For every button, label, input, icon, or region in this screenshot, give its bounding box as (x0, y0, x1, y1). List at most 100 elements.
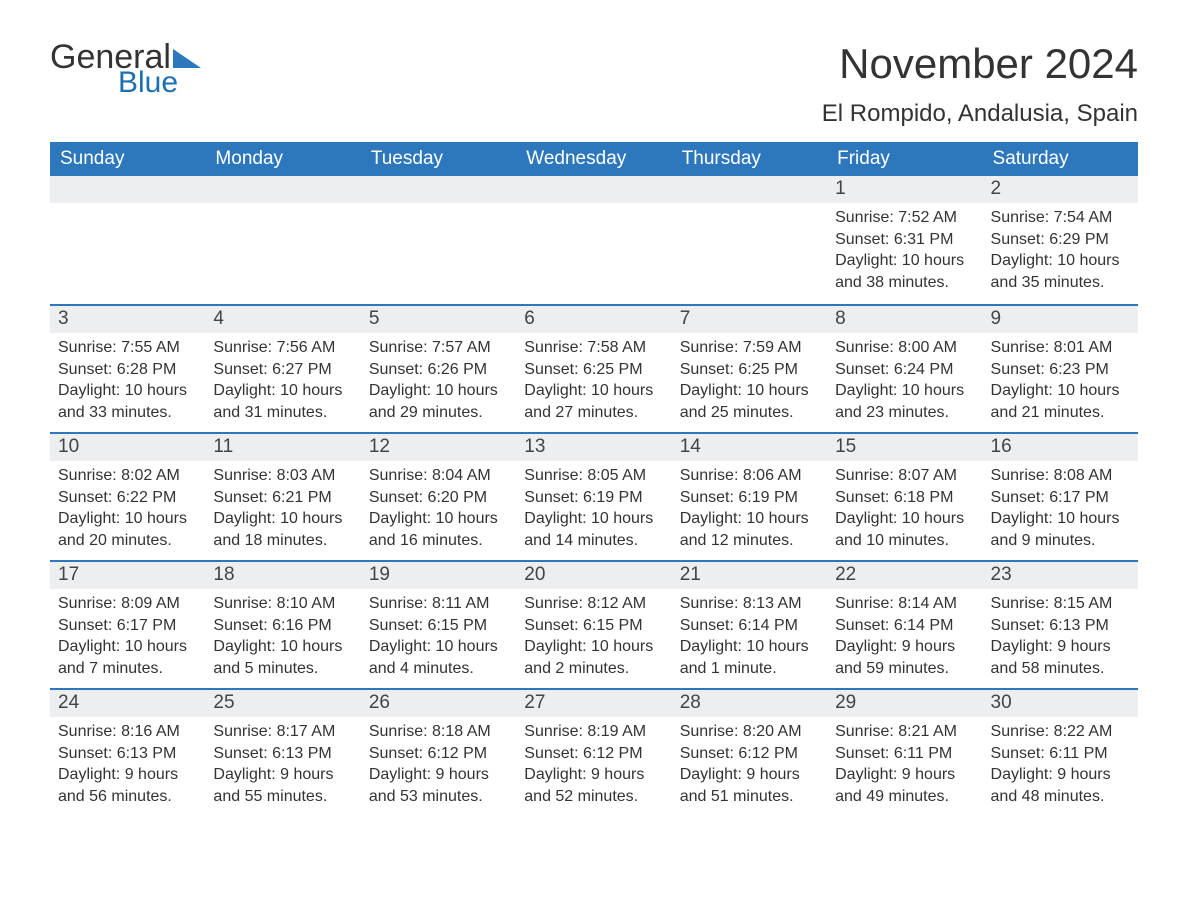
sunrise-line: Sunrise: 8:16 AM (58, 721, 197, 743)
day-number: 30 (983, 690, 1138, 717)
daylight-line: Daylight: 10 hours and 16 minutes. (369, 508, 508, 551)
day-number: 19 (361, 562, 516, 589)
day-cell: 16Sunrise: 8:08 AMSunset: 6:17 PMDayligh… (983, 434, 1138, 560)
sunset-line: Sunset: 6:12 PM (680, 743, 819, 765)
day-number: 24 (50, 690, 205, 717)
day-body: Sunrise: 7:52 AMSunset: 6:31 PMDaylight:… (827, 203, 982, 301)
sunset-line: Sunset: 6:12 PM (524, 743, 663, 765)
day-body: Sunrise: 8:13 AMSunset: 6:14 PMDaylight:… (672, 589, 827, 687)
sunrise-line: Sunrise: 8:03 AM (213, 465, 352, 487)
sunrise-line: Sunrise: 8:13 AM (680, 593, 819, 615)
day-body: Sunrise: 8:11 AMSunset: 6:15 PMDaylight:… (361, 589, 516, 687)
day-number: 13 (516, 434, 671, 461)
daylight-line: Daylight: 10 hours and 7 minutes. (58, 636, 197, 679)
day-cell: 24 Sunrise: 8:16 AMSunset: 6:13 PMDayligh… (50, 690, 205, 816)
sunset-line: Sunset: 6:23 PM (991, 359, 1130, 381)
day-number-empty (361, 176, 516, 203)
sunset-line: Sunset: 6:25 PM (524, 359, 663, 381)
day-cell: 9Sunrise: 8:01 AMSunset: 6:23 PMDaylight… (983, 306, 1138, 432)
day-cell: 18Sunrise: 8:10 AMSunset: 6:16 PMDayligh… (205, 562, 360, 688)
day-cell: 10Sunrise: 8:02 AMSunset: 6:22 PMDayligh… (50, 434, 205, 560)
sunrise-line: Sunrise: 8:20 AM (680, 721, 819, 743)
day-number: 5 (361, 306, 516, 333)
sunset-line: Sunset: 6:16 PM (213, 615, 352, 637)
day-number: 10 (50, 434, 205, 461)
sunset-line: Sunset: 6:21 PM (213, 487, 352, 509)
day-number: 6 (516, 306, 671, 333)
calendar: SundayMondayTuesdayWednesdayThursdayFrid… (50, 142, 1138, 816)
day-body: Sunrise: 8:19 AMSunset: 6:12 PMDaylight:… (516, 717, 671, 815)
sunrise-line: Sunrise: 8:01 AM (991, 337, 1130, 359)
sunrise-line: Sunrise: 8:11 AM (369, 593, 508, 615)
day-cell: 27Sunrise: 8:19 AMSunset: 6:12 PMDayligh… (516, 690, 671, 816)
weekday-header: Thursday (672, 142, 827, 176)
sunrise-line: Sunrise: 8:08 AM (991, 465, 1130, 487)
day-body: Sunrise: 7:57 AMSunset: 6:26 PMDaylight:… (361, 333, 516, 431)
sunset-line: Sunset: 6:13 PM (58, 743, 197, 765)
day-cell: 29Sunrise: 8:21 AMSunset: 6:11 PMDayligh… (827, 690, 982, 816)
sunset-line: Sunset: 6:24 PM (835, 359, 974, 381)
daylight-line: Daylight: 10 hours and 9 minutes. (991, 508, 1130, 551)
week-row: 10Sunrise: 8:02 AMSunset: 6:22 PMDayligh… (50, 432, 1138, 560)
daylight-line: Daylight: 9 hours and 53 minutes. (369, 764, 508, 807)
week-row: 17Sunrise: 8:09 AMSunset: 6:17 PMDayligh… (50, 560, 1138, 688)
day-cell: 3Sunrise: 7:55 AMSunset: 6:28 PMDaylight… (50, 306, 205, 432)
daylight-line: Daylight: 9 hours and 59 minutes. (835, 636, 974, 679)
day-number: 17 (50, 562, 205, 589)
weekday-header: Wednesday (516, 142, 671, 176)
daylight-line: Daylight: 9 hours and 56 minutes. (58, 764, 197, 807)
sunrise-line: Sunrise: 8:14 AM (835, 593, 974, 615)
day-number: 25 (205, 690, 360, 717)
week-row: 1Sunrise: 7:52 AMSunset: 6:31 PMDaylight… (50, 176, 1138, 304)
sunset-line: Sunset: 6:19 PM (680, 487, 819, 509)
daylight-line: Daylight: 9 hours and 55 minutes. (213, 764, 352, 807)
sunrise-line: Sunrise: 7:56 AM (213, 337, 352, 359)
day-number: 15 (827, 434, 982, 461)
day-cell: 28Sunrise: 8:20 AMSunset: 6:12 PMDayligh… (672, 690, 827, 816)
day-body: Sunrise: 8:15 AMSunset: 6:13 PMDaylight:… (983, 589, 1138, 687)
day-body: Sunrise: 8:06 AMSunset: 6:19 PMDaylight:… (672, 461, 827, 559)
weekday-header: Tuesday (361, 142, 516, 176)
day-cell: 13Sunrise: 8:05 AMSunset: 6:19 PMDayligh… (516, 434, 671, 560)
sunset-line: Sunset: 6:31 PM (835, 229, 974, 251)
title-block: November 2024 El Rompido, Andalusia, Spa… (822, 40, 1138, 128)
day-cell: 7Sunrise: 7:59 AMSunset: 6:25 PMDaylight… (672, 306, 827, 432)
day-body: Sunrise: 7:56 AMSunset: 6:27 PMDaylight:… (205, 333, 360, 431)
day-body: Sunrise: 7:54 AMSunset: 6:29 PMDaylight:… (983, 203, 1138, 301)
daylight-line: Daylight: 10 hours and 27 minutes. (524, 380, 663, 423)
sunrise-line: Sunrise: 7:55 AM (58, 337, 197, 359)
day-cell: 22Sunrise: 8:14 AMSunset: 6:14 PMDayligh… (827, 562, 982, 688)
daylight-line: Daylight: 10 hours and 25 minutes. (680, 380, 819, 423)
daylight-line: Daylight: 10 hours and 29 minutes. (369, 380, 508, 423)
sunrise-line: Sunrise: 7:54 AM (991, 207, 1130, 229)
day-cell: 30Sunrise: 8:22 AMSunset: 6:11 PMDayligh… (983, 690, 1138, 816)
day-body: Sunrise: 8:00 AMSunset: 6:24 PMDaylight:… (827, 333, 982, 431)
daylight-line: Daylight: 10 hours and 38 minutes. (835, 250, 974, 293)
weekday-header: Sunday (50, 142, 205, 176)
sunset-line: Sunset: 6:26 PM (369, 359, 508, 381)
day-body: Sunrise: 8:20 AMSunset: 6:12 PMDaylight:… (672, 717, 827, 815)
daylight-line: Daylight: 9 hours and 48 minutes. (991, 764, 1130, 807)
logo: General Blue (50, 40, 211, 98)
sunset-line: Sunset: 6:15 PM (524, 615, 663, 637)
day-body: Sunrise: 8:17 AMSunset: 6:13 PMDaylight:… (205, 717, 360, 815)
day-number: 9 (983, 306, 1138, 333)
day-body: Sunrise: 8:01 AMSunset: 6:23 PMDaylight:… (983, 333, 1138, 431)
day-body: Sunrise: 8:02 AMSunset: 6:22 PMDaylight:… (50, 461, 205, 559)
day-body: Sunrise: 8:08 AMSunset: 6:17 PMDaylight:… (983, 461, 1138, 559)
month-title: November 2024 (822, 40, 1138, 88)
day-cell: 8Sunrise: 8:00 AMSunset: 6:24 PMDaylight… (827, 306, 982, 432)
daylight-line: Daylight: 10 hours and 4 minutes. (369, 636, 508, 679)
day-number: 20 (516, 562, 671, 589)
daylight-line: Daylight: 9 hours and 49 minutes. (835, 764, 974, 807)
day-cell: 26Sunrise: 8:18 AMSunset: 6:12 PMDayligh… (361, 690, 516, 816)
day-number-empty (516, 176, 671, 203)
week-row: 24Sunrise: 8:16 AMSunset: 6:13 PMDayligh… (50, 688, 1138, 816)
sunrise-line: Sunrise: 8:04 AM (369, 465, 508, 487)
day-cell: 19Sunrise: 8:11 AMSunset: 6:15 PMDayligh… (361, 562, 516, 688)
sunrise-line: Sunrise: 8:15 AM (991, 593, 1130, 615)
logo-line2: Blue (118, 68, 211, 98)
sunset-line: Sunset: 6:13 PM (213, 743, 352, 765)
sunrise-line: Sunrise: 8:09 AM (58, 593, 197, 615)
day-cell: 2Sunrise: 7:54 AMSunset: 6:29 PMDaylight… (983, 176, 1138, 304)
